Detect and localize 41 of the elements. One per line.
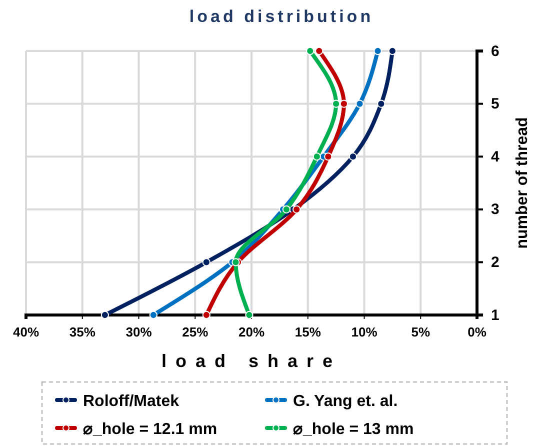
legend-label: Roloff/Matek [83,393,180,410]
y-tick-label: 4 [491,148,500,166]
x-axis-title: load share [161,351,342,371]
point [306,46,314,56]
point [356,100,364,108]
legend-label: ⌀_hole = 12.1 mm [83,421,218,438]
x-tick-label: 0% [468,324,487,340]
point [245,310,254,320]
x-tick-label: 30% [126,324,152,340]
y-axis-title: number of thread [514,117,531,249]
x-tick-label: 5% [411,324,430,340]
y-tick-label: 5 [491,96,500,113]
point [232,258,240,266]
point [100,310,109,320]
y-tick-label: 1 [491,306,500,324]
point [377,100,386,108]
point [332,100,340,108]
point [374,46,382,56]
x-tick-label: 10% [351,324,378,340]
point [312,152,321,161]
chart-title: load distribution [189,7,374,26]
point [388,46,397,56]
y-tick-label: 2 [491,254,500,271]
point [149,310,158,320]
point [282,205,291,214]
y-tick-label: 6 [491,42,500,60]
legend-label: ⌀_hole = 13 mm [293,421,414,438]
point [202,310,210,320]
x-tick-label: 35% [69,324,96,340]
point [292,205,301,214]
x-tick-label: 40% [12,324,40,340]
y-tick-label: 3 [491,201,500,218]
x-tick-label: 15% [294,324,322,340]
x-tick-label: 20% [238,324,265,340]
point [340,100,348,108]
legend-label: G. Yang et. al. [293,393,398,410]
point [324,152,332,161]
x-tick-label: 25% [182,324,209,340]
point [202,258,210,266]
point [315,46,324,56]
point [348,152,358,161]
